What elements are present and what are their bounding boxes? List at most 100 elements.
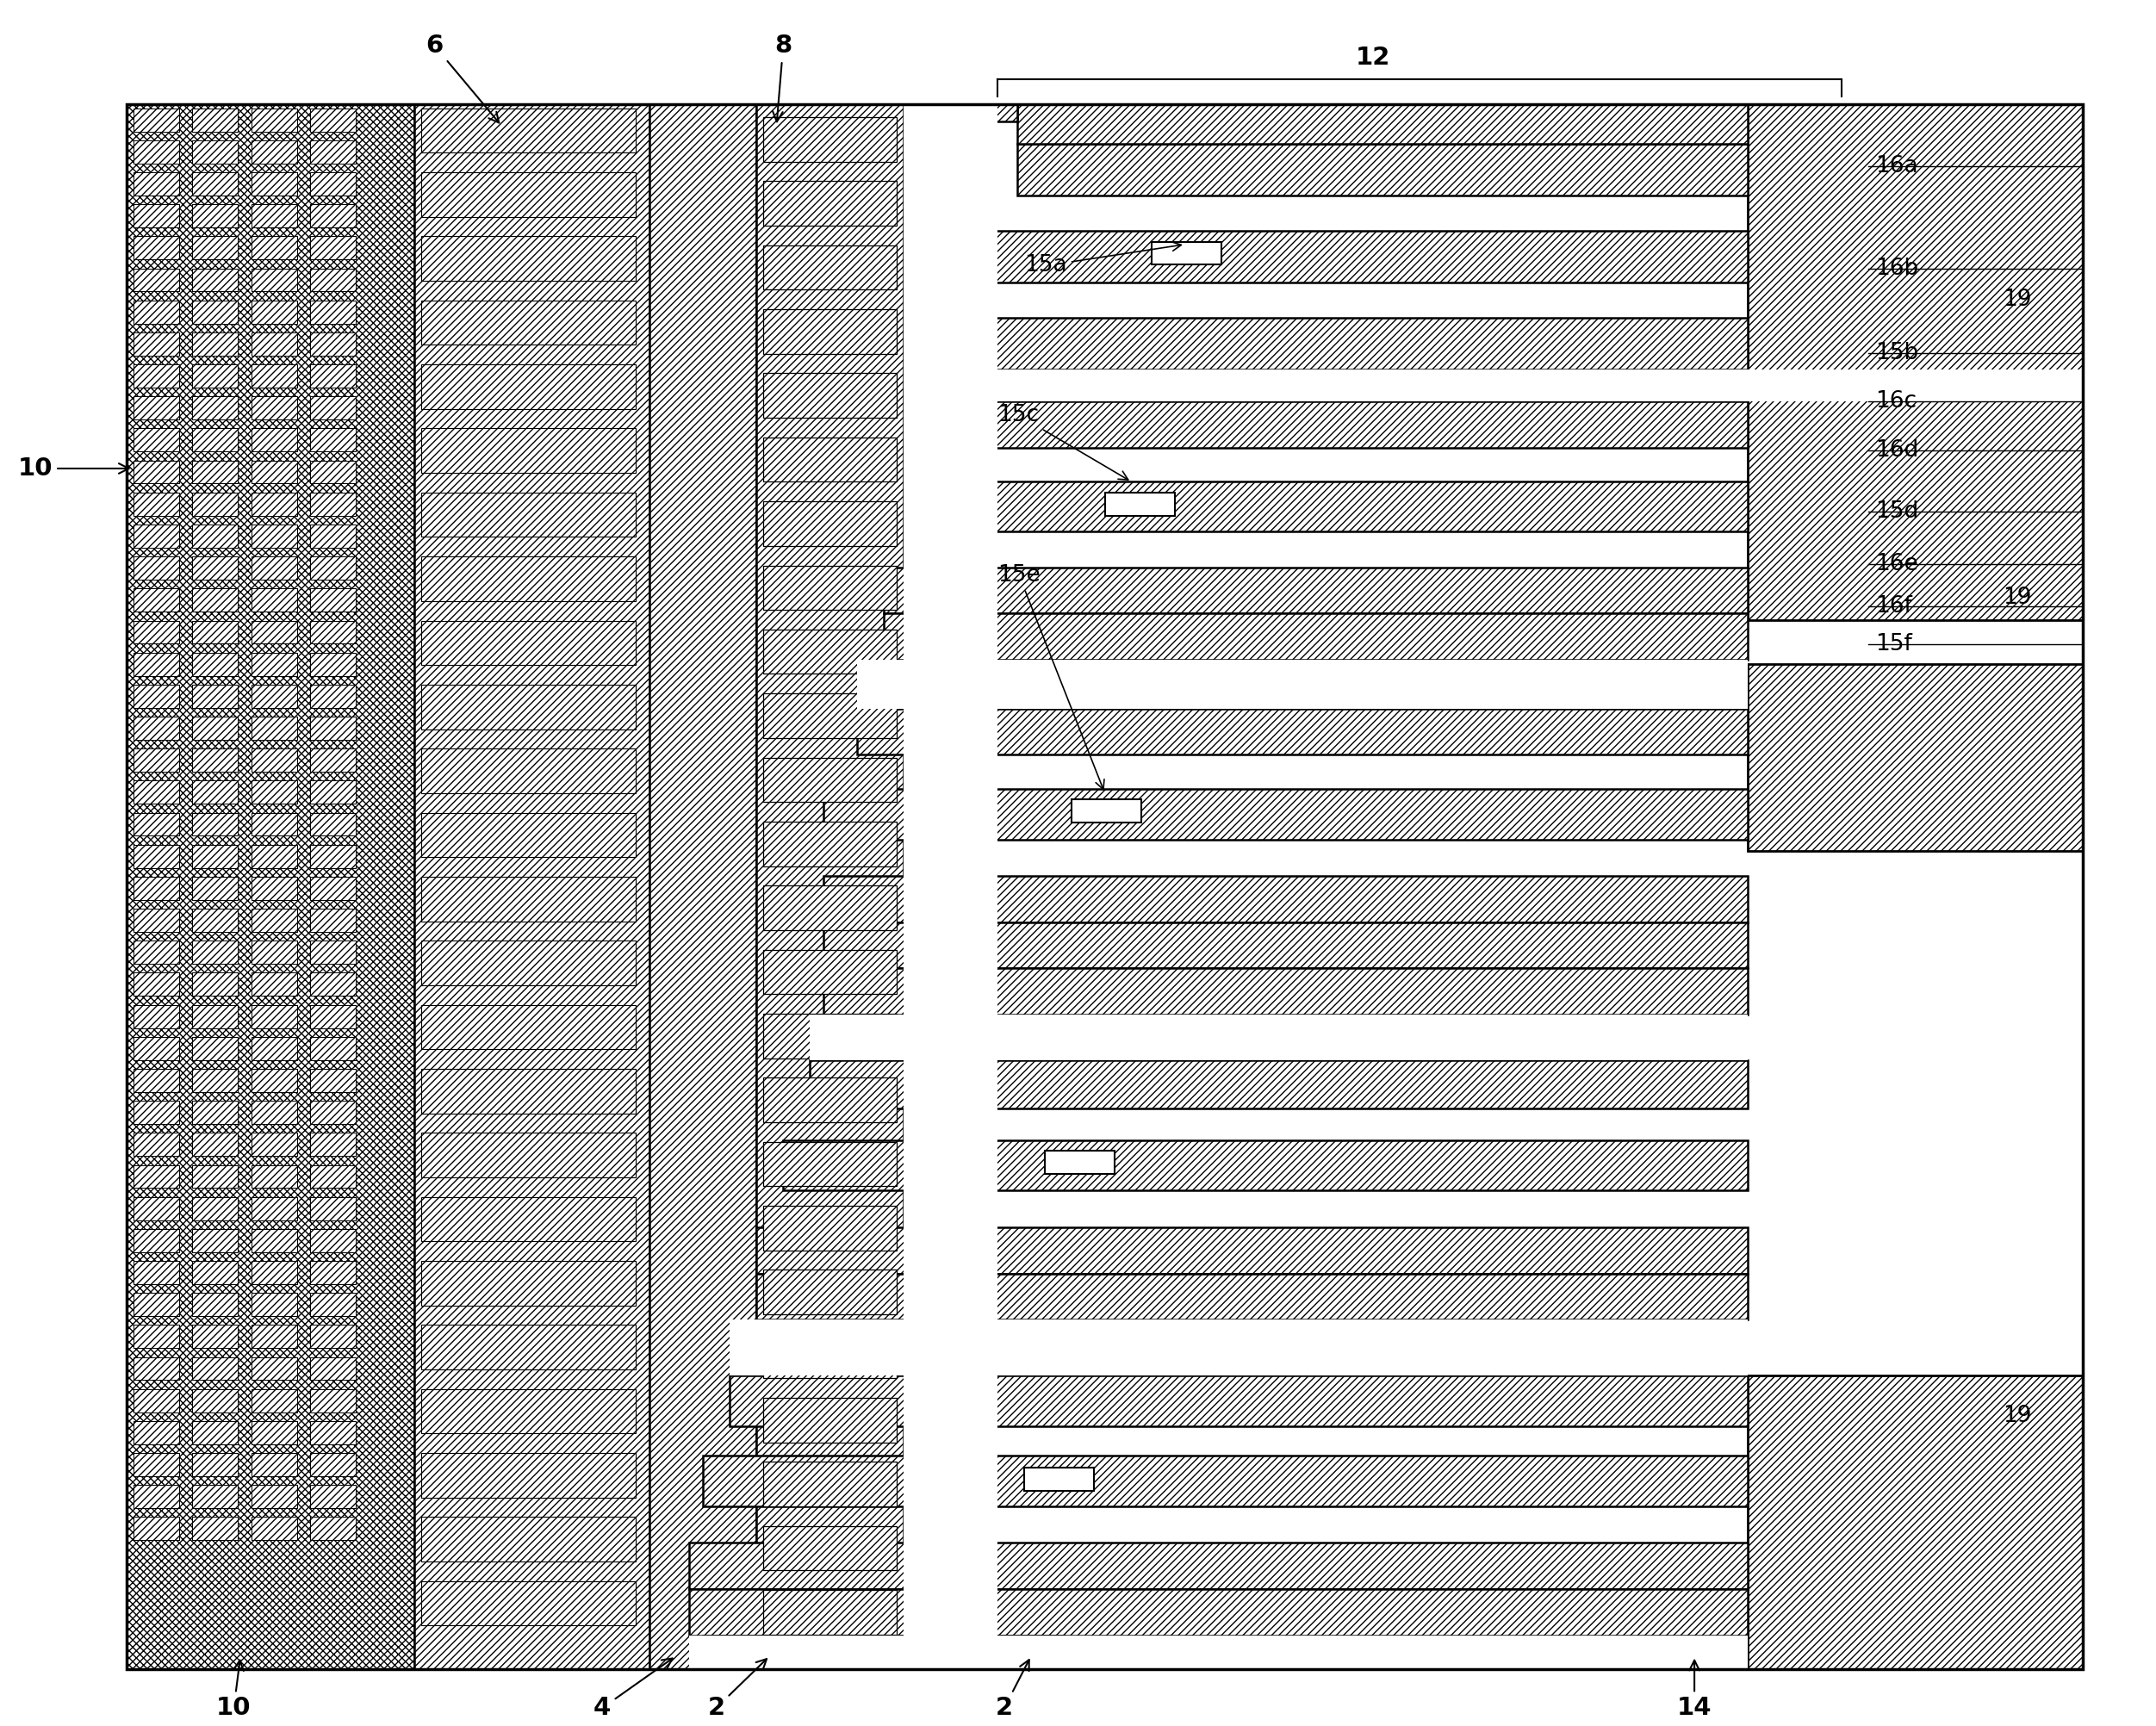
- Bar: [252, 300, 298, 323]
- Bar: [192, 333, 237, 356]
- Bar: [420, 1517, 636, 1562]
- Bar: [310, 685, 356, 708]
- Bar: [951, 402, 1749, 449]
- Bar: [134, 1229, 179, 1251]
- Bar: [134, 685, 179, 708]
- Bar: [192, 621, 237, 644]
- Bar: [763, 1013, 897, 1058]
- Bar: [134, 364, 179, 388]
- Bar: [134, 556, 179, 580]
- Bar: [192, 652, 237, 675]
- Bar: [134, 204, 179, 228]
- Bar: [763, 758, 897, 803]
- Bar: [134, 780, 179, 804]
- Bar: [310, 1132, 356, 1156]
- Bar: [134, 1196, 179, 1220]
- Text: 12: 12: [1356, 45, 1391, 69]
- Bar: [252, 1420, 298, 1445]
- Bar: [192, 1262, 237, 1284]
- Bar: [192, 1068, 237, 1093]
- Bar: [252, 204, 298, 228]
- Bar: [192, 1517, 237, 1540]
- Text: 4: 4: [593, 1659, 673, 1721]
- Bar: [192, 1165, 237, 1187]
- Bar: [192, 589, 237, 611]
- Bar: [420, 236, 636, 281]
- Bar: [192, 1484, 237, 1509]
- Bar: [192, 1389, 237, 1412]
- Bar: [192, 397, 237, 419]
- Bar: [252, 1262, 298, 1284]
- Bar: [192, 716, 237, 740]
- Bar: [310, 1005, 356, 1029]
- Bar: [252, 589, 298, 611]
- Bar: [192, 1037, 237, 1060]
- Bar: [134, 333, 179, 356]
- Bar: [884, 568, 1749, 613]
- Bar: [252, 492, 298, 516]
- Bar: [310, 1453, 356, 1476]
- Bar: [884, 613, 1749, 659]
- Bar: [192, 973, 237, 996]
- Bar: [310, 685, 356, 708]
- Bar: [310, 1389, 356, 1412]
- Bar: [1018, 143, 1749, 195]
- Bar: [192, 1196, 237, 1220]
- Bar: [310, 1229, 356, 1251]
- Bar: [192, 556, 237, 580]
- Bar: [310, 1357, 356, 1381]
- Bar: [252, 749, 298, 772]
- Bar: [763, 245, 897, 290]
- Bar: [192, 1229, 237, 1251]
- Bar: [252, 1196, 298, 1220]
- Bar: [192, 492, 237, 516]
- Bar: [134, 1389, 179, 1412]
- Bar: [252, 428, 298, 452]
- Bar: [763, 1398, 897, 1443]
- Bar: [134, 941, 179, 963]
- Bar: [420, 685, 636, 728]
- Bar: [310, 333, 356, 356]
- Bar: [192, 109, 237, 131]
- Bar: [192, 716, 237, 740]
- Bar: [856, 709, 1749, 754]
- Bar: [134, 428, 179, 452]
- Bar: [192, 556, 237, 580]
- Bar: [763, 373, 897, 418]
- Bar: [134, 621, 179, 644]
- Bar: [420, 813, 636, 858]
- Bar: [310, 300, 356, 323]
- Bar: [310, 109, 356, 131]
- Text: 10: 10: [216, 1660, 252, 1721]
- Bar: [310, 749, 356, 772]
- Bar: [310, 397, 356, 419]
- Bar: [134, 1229, 179, 1251]
- Bar: [192, 204, 237, 228]
- Bar: [252, 1229, 298, 1251]
- Bar: [310, 1517, 356, 1540]
- Bar: [192, 1037, 237, 1060]
- Bar: [134, 492, 179, 516]
- Bar: [252, 716, 298, 740]
- Bar: [134, 461, 179, 483]
- Bar: [252, 1453, 298, 1476]
- Bar: [310, 1326, 356, 1348]
- Bar: [310, 556, 356, 580]
- Bar: [134, 716, 179, 740]
- Bar: [252, 1005, 298, 1029]
- Bar: [310, 1037, 356, 1060]
- Bar: [252, 1517, 298, 1540]
- Bar: [420, 364, 636, 409]
- Bar: [134, 1132, 179, 1156]
- Bar: [1749, 1376, 2083, 1669]
- Text: 6: 6: [427, 35, 498, 123]
- Bar: [134, 525, 179, 547]
- Bar: [134, 813, 179, 835]
- Bar: [192, 1101, 237, 1124]
- Bar: [192, 685, 237, 708]
- Bar: [310, 236, 356, 259]
- Bar: [192, 461, 237, 483]
- Bar: [310, 910, 356, 932]
- Text: 19: 19: [2003, 288, 2031, 311]
- Bar: [252, 364, 298, 388]
